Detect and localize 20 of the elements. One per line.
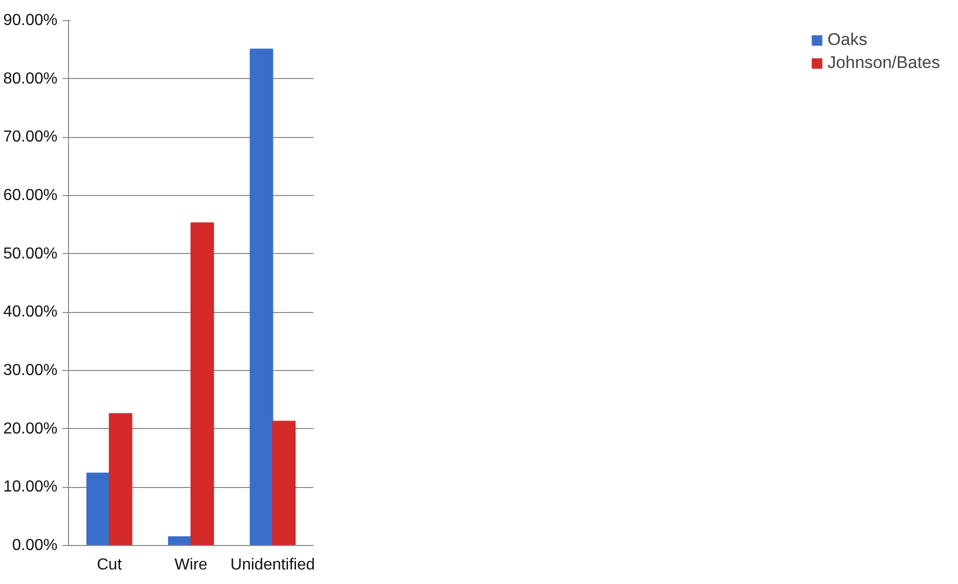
y-tick-label: 90.00%: [3, 12, 58, 29]
y-tick-label: 60.00%: [3, 187, 58, 204]
x-tick-label: Unidentified: [230, 556, 315, 574]
bar: [272, 420, 296, 546]
y-tick-label: 70.00%: [3, 128, 58, 146]
y-tick-label: 30.00%: [3, 362, 58, 379]
x-tick-label: Wire: [174, 556, 208, 574]
legend-label: Oaks: [828, 30, 868, 50]
y-tick-label: 40.00%: [3, 304, 58, 321]
bar: [108, 413, 132, 546]
x-tick-label: Cut: [96, 556, 122, 574]
y-tick-label: 10.00%: [3, 478, 58, 496]
y-tick-label: 50.00%: [3, 245, 58, 262]
bar: [250, 48, 274, 546]
bar: [86, 472, 110, 546]
legend-label: Johnson/Bates: [828, 53, 940, 73]
y-tick-label: 0.00%: [12, 537, 58, 554]
y-tick-label: 80.00%: [3, 70, 58, 88]
bar: [190, 222, 214, 546]
y-tick-label: 20.00%: [3, 420, 58, 438]
